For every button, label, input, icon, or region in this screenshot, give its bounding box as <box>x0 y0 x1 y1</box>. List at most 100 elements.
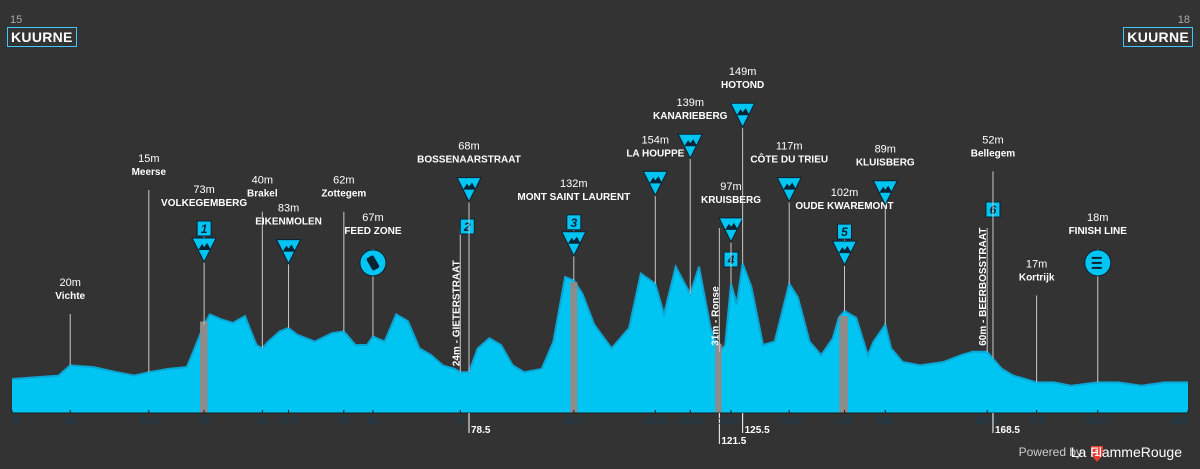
sector-badge <box>196 220 212 237</box>
place-label: Brakel <box>247 189 278 200</box>
altitude-label: 40m <box>252 175 273 187</box>
x-tick-label: 96.5 <box>564 416 584 427</box>
x-tick-label: 62 <box>367 416 379 427</box>
place-label: FEED ZONE <box>344 226 402 237</box>
altitude-label: 67m <box>362 212 383 224</box>
cobble-sector-2 <box>570 282 578 413</box>
start-number: 15 <box>10 14 23 26</box>
sector-number: 5 <box>841 225 848 239</box>
place-label: OUDE KWAREMONT <box>795 201 893 212</box>
x-tick-label: 125.5 <box>745 425 770 436</box>
altitude-label: 18m <box>1087 212 1108 224</box>
flamme-rouge-logo-icon: 1 <box>1091 446 1103 462</box>
sector-badge <box>459 218 475 235</box>
x-tick-label: 33 <box>199 416 211 427</box>
x-tick-label: 78.5 <box>471 425 491 436</box>
altitude-label: 73m <box>193 184 214 196</box>
place-label: Zottegem <box>321 189 366 200</box>
x-tick-label: 167.5 <box>975 416 1000 427</box>
brand-name: La FlammeRouge <box>1070 444 1182 460</box>
finish-number: 18 <box>1177 14 1190 26</box>
place-label: KANARIEBERG <box>653 111 728 122</box>
x-tick-label: 123.5 <box>718 416 743 427</box>
place-label: VOLKEGEMBERG <box>161 198 247 209</box>
place-label: Vichte <box>55 291 85 302</box>
sector-badge <box>837 223 853 240</box>
altitude-label: 20m <box>60 277 81 289</box>
altitude-label: 97m <box>720 181 741 193</box>
mountain-glyph <box>684 139 698 147</box>
svg-text:1: 1 <box>1094 448 1099 458</box>
place-label: FINISH LINE <box>1069 226 1128 237</box>
altitude-label: 15m <box>138 153 159 165</box>
place-label: LA HOUPPE <box>626 148 684 159</box>
altitude-label: 154m <box>642 134 670 146</box>
place-label: Meerse <box>132 167 167 178</box>
mountain-glyph <box>783 182 797 190</box>
x-tick-label: 0 <box>13 416 19 427</box>
altitude-label: 17m <box>1026 258 1047 270</box>
x-tick-label: 176 <box>1028 416 1045 427</box>
mountain-glyph <box>567 236 581 244</box>
mountain-glyph <box>463 182 477 190</box>
finish-city: KUURNE <box>1123 27 1193 47</box>
bottle-glyph <box>366 255 380 271</box>
x-tick-label: 168.5 <box>995 425 1020 436</box>
place-label: KRUISBERG <box>701 195 761 206</box>
place-label: MONT SAINT LAURENT <box>517 192 630 203</box>
x-tick-label: 202 <box>1171 416 1188 427</box>
place-label: EIKENMOLEN <box>255 217 322 228</box>
altitude-label: 68m <box>458 141 479 153</box>
x-tick-label: 47.5 <box>279 416 299 427</box>
vertical-label: 60m - BEERBOSSTRAAT <box>978 228 989 346</box>
vertical-label: 31m - Ronse <box>710 286 721 346</box>
powered-by-label: Powered by <box>1018 445 1082 459</box>
x-tick-label: 57 <box>338 416 350 427</box>
altitude-label: 62m <box>333 175 354 187</box>
elevation-outline <box>11 263 1188 387</box>
place-label: Bellegem <box>971 148 1016 159</box>
sector-badge <box>566 214 582 231</box>
altitude-label: 117m <box>776 141 803 153</box>
x-tick-label: 133.5 <box>777 416 802 427</box>
x-tick-label: 77 <box>455 416 467 427</box>
altitude-label: 102m <box>831 187 859 199</box>
cobble-sector-4 <box>839 316 849 413</box>
x-tick-label: 121.5 <box>721 436 746 447</box>
place-label: HOTOND <box>721 80 764 91</box>
place-label: CÔTE DU TRIEU <box>750 153 828 166</box>
mountain-glyph <box>838 246 852 254</box>
x-tick-label: 116.5 <box>678 416 703 427</box>
x-tick-label: 186.5 <box>1085 416 1110 427</box>
mountain-glyph <box>736 108 750 116</box>
x-tick-label: 43 <box>257 416 269 427</box>
sector-number: 1 <box>201 222 208 236</box>
altitude-label: 132m <box>560 178 588 190</box>
x-tick-label: 150 <box>877 416 894 427</box>
mountain-glyph <box>282 244 296 252</box>
altitude-label: 149m <box>729 66 757 78</box>
mountain-glyph <box>198 243 212 250</box>
vertical-label: 24m - GIETERSTRAAT <box>451 260 462 366</box>
x-tick-label: 23.5 <box>139 416 159 427</box>
sector-number: 2 <box>463 220 471 234</box>
place-label: KLUISBERG <box>856 158 915 169</box>
x-tick-label: 10 <box>65 416 77 427</box>
altitude-label: 89m <box>875 144 896 156</box>
sector-number: 3 <box>570 216 577 230</box>
cobble-sector-3 <box>715 343 722 413</box>
x-tick-label: 110.5 <box>643 416 668 427</box>
mountain-glyph <box>649 176 663 184</box>
place-label: BOSSENAARSTRAAT <box>417 155 521 166</box>
mountain-glyph <box>879 185 893 193</box>
altitude-label: 83m <box>278 203 299 215</box>
cobble-sector-1 <box>200 321 208 413</box>
mountain-glyph <box>724 222 738 230</box>
start-city: KUURNE <box>7 27 77 47</box>
elevation-area <box>12 263 1188 413</box>
altitude-label: 139m <box>676 97 704 109</box>
x-tick-label: 143 <box>836 416 853 427</box>
altitude-label: 52m <box>982 134 1003 146</box>
